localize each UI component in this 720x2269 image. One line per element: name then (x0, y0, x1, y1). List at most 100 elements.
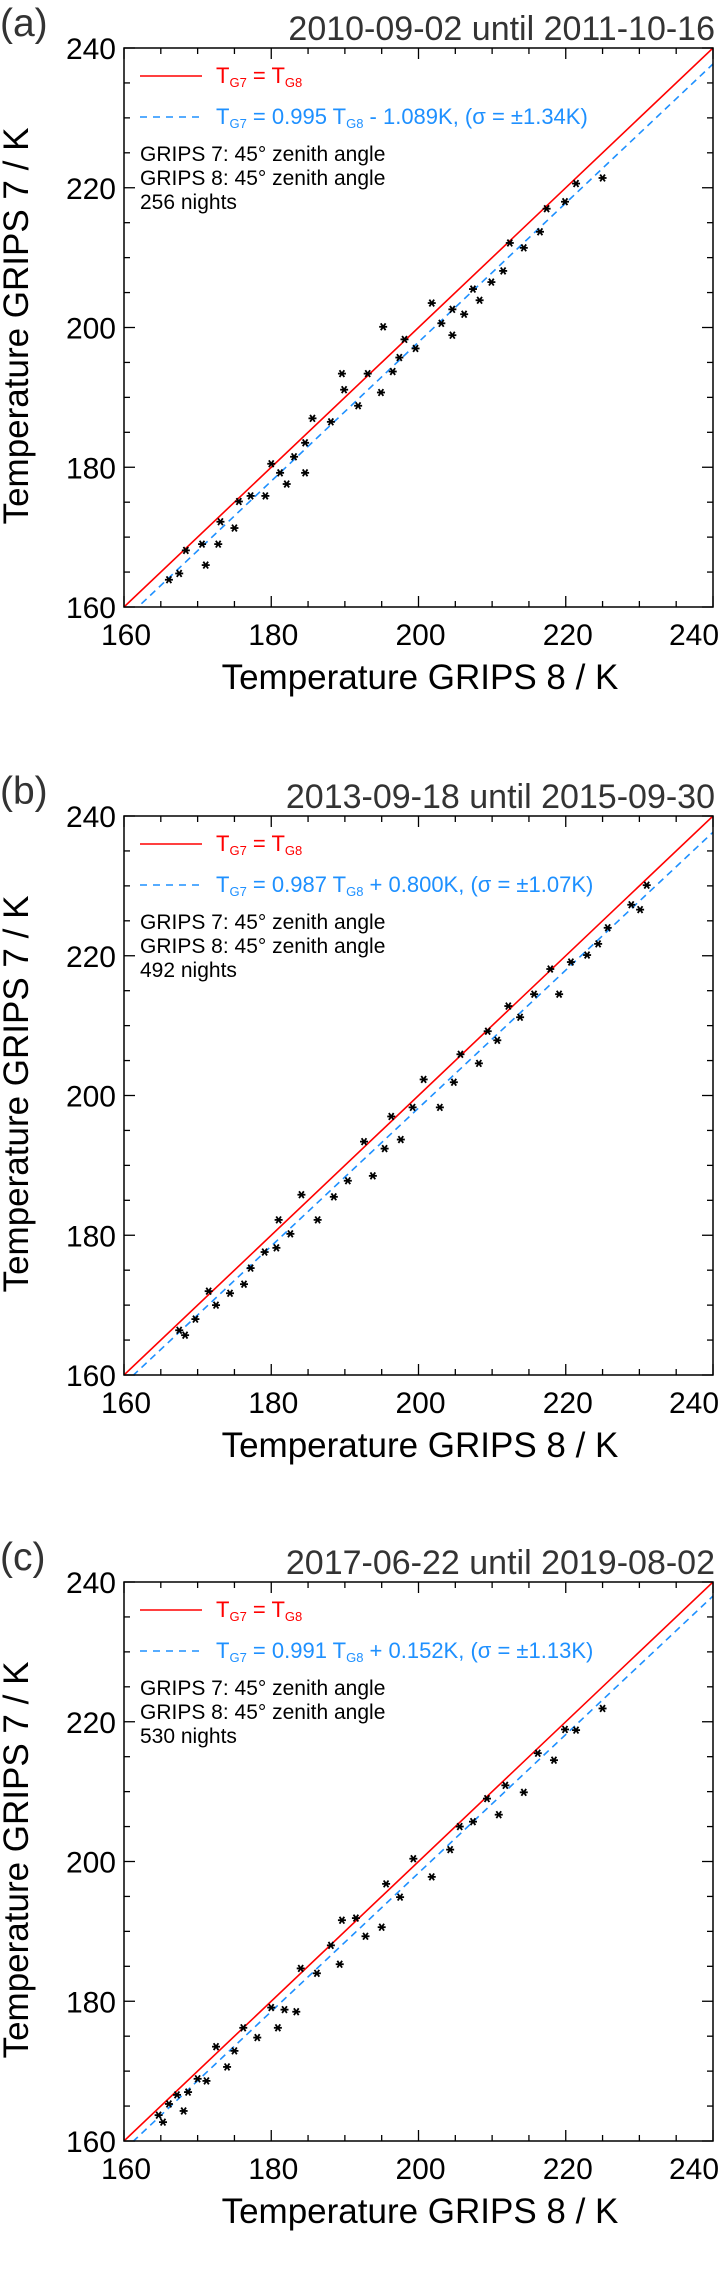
data-point (164, 575, 173, 584)
point-stroke (604, 923, 611, 932)
point-stroke (572, 1726, 580, 1735)
point-stroke (583, 951, 591, 959)
point-stroke (506, 239, 513, 247)
y-axis-label: Temperature GRIPS 7 / K (0, 896, 36, 1293)
chart-title: 2017-06-22 until 2019-08-02 (286, 1544, 715, 1582)
data-point (468, 285, 477, 293)
plot-frame (123, 815, 714, 1376)
point-stroke (369, 1171, 376, 1180)
point-stroke (341, 385, 348, 394)
point-stroke (438, 319, 445, 328)
info-line: GRIPS 7: 45° zenith angle (140, 143, 385, 166)
point-stroke (547, 965, 554, 973)
legend-text: = 0.995 T (247, 104, 346, 129)
point-stroke (483, 1794, 491, 1803)
point-stroke (192, 1315, 199, 1324)
info-line: 256 nights (140, 191, 237, 214)
point-stroke (636, 905, 644, 914)
plot-frame (123, 1581, 714, 2142)
data-point (351, 1914, 360, 1923)
panel-a: (a) 2010-09-02 until 2011-10-16 160 180 200 2… (0, 2, 719, 697)
point-stroke (401, 335, 408, 344)
lines (124, 816, 713, 1375)
point-stroke (181, 1331, 189, 1340)
point-stroke (301, 468, 309, 477)
data-point (292, 2007, 301, 2016)
data-point (337, 1916, 346, 1925)
subscript: G8 (285, 75, 302, 90)
subscript: G7 (229, 884, 246, 899)
point-stroke (396, 1893, 404, 1902)
x-tick-label: 220 (543, 1387, 593, 1420)
y-tick-label: 220 (66, 941, 116, 974)
chart-title: 2010-09-02 until 2011-10-16 (288, 10, 715, 48)
point-stroke (476, 296, 483, 305)
point-stroke (382, 1879, 390, 1888)
chart-title: 2013-09-18 until 2015-09-30 (286, 778, 715, 816)
data-point (340, 385, 349, 394)
y-tick-label: 220 (66, 173, 116, 206)
data-point (175, 1326, 184, 1335)
legend-text: T (216, 1638, 229, 1663)
x-tick-label: 240 (669, 1387, 719, 1420)
data-point (280, 2005, 289, 2014)
data-point (542, 204, 551, 213)
y-tick-label: 160 (66, 592, 116, 625)
point-stroke (231, 2046, 238, 2055)
data-point (267, 459, 276, 468)
y-tick-label: 180 (66, 452, 116, 485)
y-tick-label: 160 (66, 1360, 116, 1393)
point-stroke (396, 353, 403, 362)
point-stroke (182, 546, 189, 555)
data-point (308, 414, 317, 423)
point-stroke (381, 1144, 388, 1153)
data-point (223, 2063, 232, 2071)
y-tick-label: 240 (66, 801, 116, 834)
point-stroke (388, 1112, 395, 1121)
point-stroke (488, 278, 495, 287)
point-stroke (313, 1969, 321, 1978)
x-tick-label: 240 (669, 619, 719, 652)
legend-fit-label: TG7 = 0.987 TG8 + 0.800K, (σ = ±1.07K) (216, 872, 593, 899)
y-tick-label: 200 (66, 1847, 116, 1880)
data-point (175, 569, 184, 578)
data-point (460, 310, 469, 319)
data-point (272, 1243, 281, 1252)
data-point (246, 1264, 255, 1273)
legend-text: + 0.152K, (σ = ±1.13K) (363, 1638, 593, 1663)
point-stroke (502, 1781, 509, 1790)
point-stroke (262, 491, 269, 500)
point-stroke (378, 1923, 385, 1932)
point-stroke (165, 2100, 173, 2108)
data-point (326, 1941, 335, 1950)
data-point (326, 417, 335, 426)
legend-text: = T (247, 1597, 285, 1622)
subscript: G7 (229, 1609, 246, 1624)
legend-text: T (216, 1597, 229, 1622)
point-stroke (205, 1287, 212, 1296)
points (175, 881, 651, 1340)
data-point (419, 1075, 428, 1084)
point-stroke (235, 497, 242, 506)
point-stroke (572, 179, 580, 188)
data-point (555, 990, 564, 999)
data-point (468, 1817, 477, 1826)
subscript: G8 (346, 116, 363, 131)
point-stroke (469, 1817, 477, 1826)
data-point (337, 369, 346, 378)
info-line: GRIPS 8: 45° zenith angle (140, 935, 385, 958)
subscript: G8 (346, 884, 363, 899)
point-stroke (254, 2033, 261, 2042)
point-stroke (309, 414, 316, 423)
point-stroke (338, 369, 346, 378)
point-stroke (231, 524, 238, 532)
fit-line (136, 63, 713, 607)
data-point (246, 491, 255, 500)
point-stroke (314, 1215, 321, 1224)
data-point (493, 1036, 502, 1045)
data-point (395, 353, 404, 362)
data-point (409, 1854, 418, 1863)
x-tick-label: 180 (248, 619, 298, 652)
legend-text: T (216, 63, 229, 88)
point-stroke (389, 367, 396, 376)
